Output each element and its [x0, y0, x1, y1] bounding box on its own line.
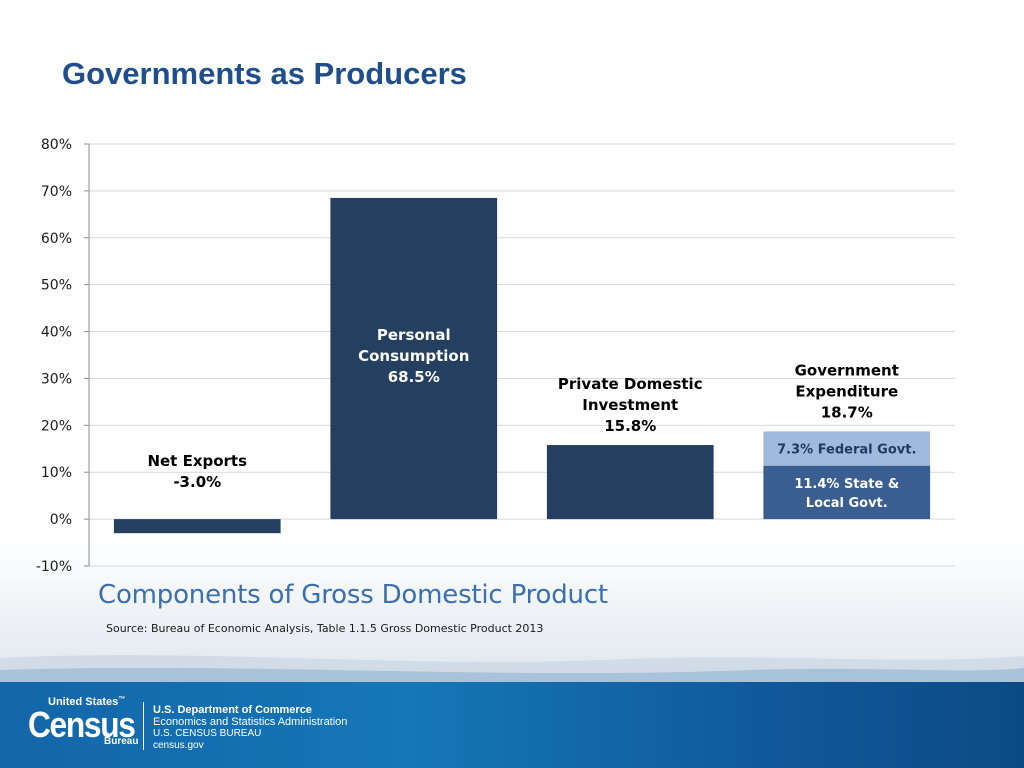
segment-label: Local Govt. — [806, 496, 888, 511]
data-label: Net Exports — [147, 452, 247, 470]
bar-segment — [763, 465, 931, 520]
y-tick-label: 10% — [41, 465, 72, 481]
logo-main-text: Census — [28, 704, 136, 745]
footer-line-website[interactable]: census.gov — [153, 740, 204, 751]
footer-divider — [143, 702, 144, 750]
data-label: 68.5% — [388, 368, 440, 386]
data-label: Investment — [582, 396, 678, 414]
y-tick-label: 70% — [41, 184, 72, 200]
gdp-components-chart: 80% 70% 60% 50% 40% 30% 20% 10% 0% -10% Net Export… — [36, 137, 955, 575]
chart-caption: Components of Gross Domestic Product — [98, 580, 608, 610]
bar-segment — [113, 519, 281, 534]
data-label: Government — [795, 361, 899, 379]
logo-bottom-text: Bureau — [104, 736, 139, 747]
bar-segment — [763, 431, 931, 466]
footer-agency-info: U.S. Department of Commerce Economics an… — [153, 704, 347, 752]
segment-label: 11.4% State & — [794, 477, 899, 492]
segment-label: 7.3% Federal Govt. — [777, 443, 916, 458]
data-label: 15.8% — [604, 417, 656, 435]
data-label: 18.7% — [821, 403, 873, 421]
y-tick-label: 40% — [41, 325, 72, 341]
data-label: Personal — [377, 326, 451, 344]
y-tick-label: 60% — [41, 231, 72, 247]
y-tick-label: 50% — [41, 278, 72, 294]
page-title: Governments as Producers — [62, 56, 467, 91]
footer-bar: United States™ Census Bureau U.S. Depart… — [0, 682, 1024, 768]
y-tick-label: 20% — [41, 418, 72, 434]
data-label: -3.0% — [173, 473, 221, 491]
footer-line-bureau: U.S. CENSUS BUREAU — [153, 728, 262, 739]
data-label: Consumption — [358, 347, 469, 365]
logo-top-text: United States™ — [48, 696, 126, 708]
source-note: Source: Bureau of Economic Analysis, Tab… — [106, 622, 544, 635]
bar-segment — [330, 197, 498, 520]
footer-line-department: U.S. Department of Commerce — [153, 704, 312, 716]
y-tick-label: 30% — [41, 371, 72, 387]
data-label: Private Domestic — [558, 375, 703, 393]
y-tick-label: 80% — [41, 137, 72, 153]
y-tick-label: -10% — [36, 559, 72, 575]
data-label: Expenditure — [795, 382, 898, 400]
y-tick-label: 0% — [50, 512, 72, 528]
footer-line-esa: Economics and Statistics Administration — [153, 716, 348, 728]
bar-segment — [546, 445, 714, 520]
